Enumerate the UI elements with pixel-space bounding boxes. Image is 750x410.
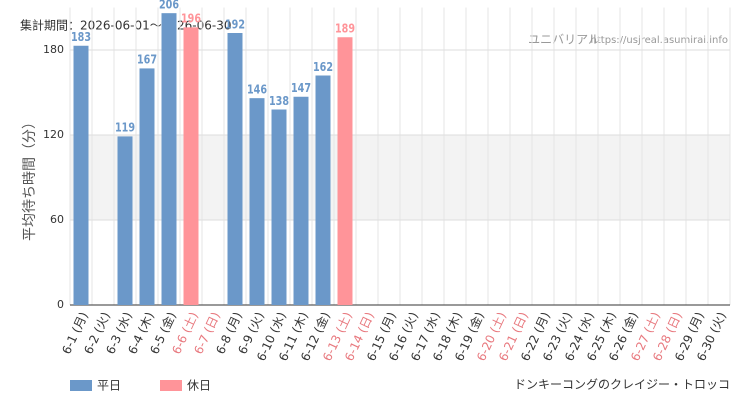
bar [249, 98, 265, 306]
bar [227, 33, 243, 305]
legend-swatch [160, 380, 182, 391]
bar [271, 109, 287, 305]
url: https://usjreal.asumirai.info [591, 35, 728, 46]
value-label: 189 [335, 22, 355, 36]
value-label: 196 [181, 12, 201, 26]
bar [139, 68, 155, 306]
legend-label: 平日 [97, 379, 121, 393]
bar [117, 136, 133, 305]
watermark: ユニバリアル [528, 33, 600, 47]
value-label: 162 [313, 60, 333, 74]
bar [73, 45, 89, 305]
attraction-name: ドンキーコングのクレイジー・トロッコ [514, 378, 730, 392]
bar [183, 27, 199, 305]
value-label: 183 [71, 30, 91, 44]
value-label: 138 [269, 94, 289, 108]
legend-label: 休日 [187, 379, 211, 393]
legend-swatch [70, 380, 92, 391]
bar [161, 13, 177, 306]
value-label: 192 [225, 17, 245, 31]
value-label: 147 [291, 81, 311, 95]
period: 集計期間：2026-06-01～2026-06-30 [20, 18, 231, 33]
y-tick-label: 120 [43, 128, 64, 141]
bar [315, 75, 331, 305]
value-label: 206 [159, 0, 179, 12]
y-tick-label: 60 [50, 213, 64, 226]
y-tick-label: 0 [57, 298, 64, 311]
value-label: 167 [137, 53, 157, 67]
bar [293, 96, 309, 305]
value-label: 119 [115, 121, 135, 135]
y-tick-label: 180 [43, 43, 64, 56]
bar [337, 37, 353, 305]
y-axis-title: 平均待ち時間（分） [22, 115, 38, 241]
value-label: 146 [247, 82, 267, 96]
